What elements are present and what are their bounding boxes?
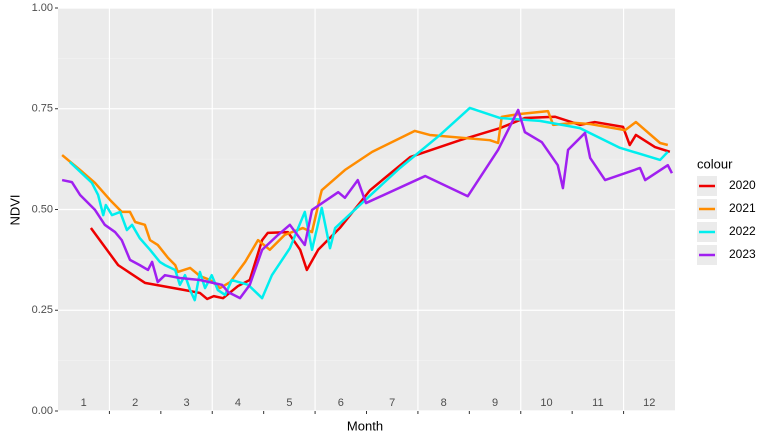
series-line — [68, 106, 669, 302]
y-tick-label: 0.75 — [32, 103, 53, 115]
legend-label: 2022 — [729, 224, 756, 238]
y-tick-label: 0.25 — [32, 304, 53, 316]
y-tick-label: 0.50 — [32, 203, 53, 215]
x-tick-label: 2 — [132, 397, 138, 409]
y-axis-title: NDVI — [7, 194, 22, 225]
x-tick-label: 8 — [441, 397, 447, 409]
x-tick-label: 3 — [183, 397, 189, 409]
legend-label: 2021 — [729, 201, 756, 215]
x-tick-label: 1 — [81, 397, 87, 409]
x-tick-label: 6 — [338, 397, 344, 409]
series-line — [61, 109, 669, 290]
series-line — [89, 115, 671, 301]
x-tick-label: 11 — [592, 397, 603, 409]
x-tick-label: 5 — [286, 397, 292, 409]
legend-title: colour — [697, 156, 733, 171]
legend-label: 2020 — [729, 178, 756, 192]
legend-label: 2023 — [729, 247, 756, 261]
series-line — [61, 108, 674, 300]
x-tick-label: 4 — [235, 397, 241, 409]
plot-area: 0.000.250.500.751.001 2 3 4 5 6 7 8 9 10 11 1220202… — [32, 2, 756, 417]
y-tick-label: 1.00 — [32, 2, 53, 14]
x-tick-label: 9 — [492, 397, 498, 409]
x-axis-title: Month — [347, 418, 383, 433]
y-tick-label: 0.00 — [32, 405, 53, 417]
x-tick-label: 10 — [540, 397, 552, 409]
x-tick-label: 7 — [389, 397, 395, 409]
x-tick-label: 12 — [643, 397, 655, 409]
